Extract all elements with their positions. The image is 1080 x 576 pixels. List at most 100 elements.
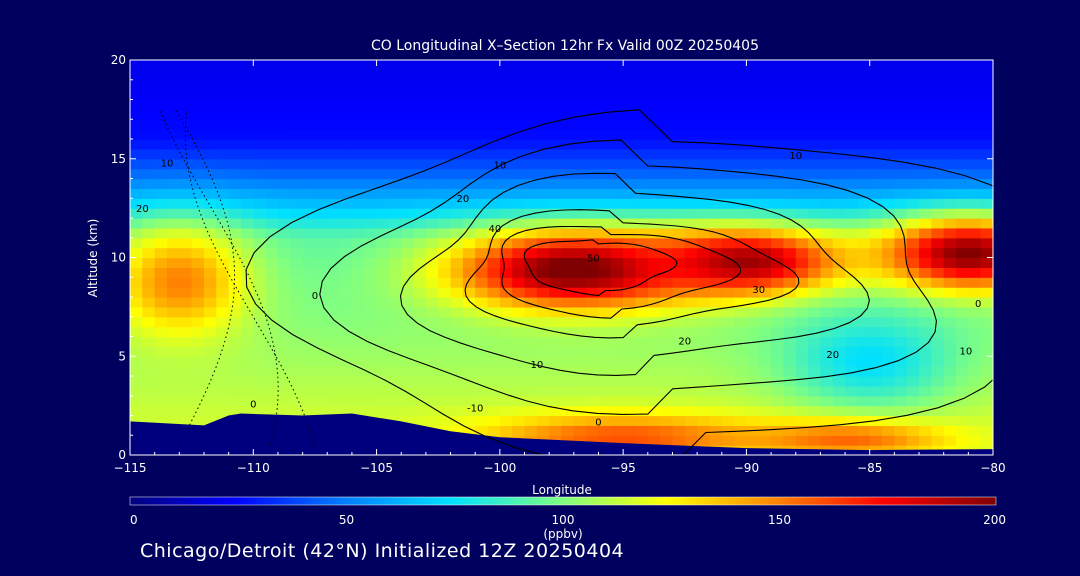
field-cell xyxy=(573,376,587,387)
field-cell xyxy=(130,227,143,239)
field-cell xyxy=(438,336,452,347)
field-cell xyxy=(561,99,575,110)
field-cell xyxy=(783,69,797,81)
field-cell xyxy=(413,247,427,259)
field-cell xyxy=(919,109,932,120)
field-cell xyxy=(216,385,230,397)
field-cell xyxy=(277,99,291,110)
field-cell xyxy=(808,178,821,189)
field-cell xyxy=(882,218,895,229)
field-cell xyxy=(351,139,365,150)
field-cell xyxy=(968,139,982,150)
field-cell xyxy=(931,277,945,288)
field-cell xyxy=(573,297,587,308)
field-cell xyxy=(919,356,932,367)
field-cell xyxy=(339,109,353,120)
field-cell xyxy=(549,376,563,387)
field-cell xyxy=(610,218,624,229)
field-cell xyxy=(203,306,217,318)
field-cell xyxy=(672,89,686,101)
field-cell xyxy=(240,168,254,180)
field-cell xyxy=(771,277,785,288)
field-cell xyxy=(364,178,378,189)
field-cell xyxy=(832,405,846,417)
field-cell xyxy=(684,79,698,91)
field-cell xyxy=(795,237,809,249)
field-cell xyxy=(475,277,489,288)
field-cell xyxy=(783,60,797,71)
field-cell xyxy=(191,405,205,417)
field-cell xyxy=(536,79,550,91)
field-cell xyxy=(364,366,378,377)
field-cell xyxy=(808,168,821,180)
field-cell xyxy=(438,316,452,328)
field-cell xyxy=(956,346,969,357)
field-cell xyxy=(980,89,993,101)
field-cell xyxy=(573,109,587,120)
field-cell xyxy=(956,316,969,328)
field-cell xyxy=(820,376,834,387)
field-cell xyxy=(882,435,895,446)
field-cell xyxy=(549,267,563,278)
field-cell xyxy=(968,287,982,298)
field-cell xyxy=(487,297,501,308)
field-cell xyxy=(635,435,649,446)
field-cell xyxy=(462,198,476,209)
field-cell xyxy=(943,89,957,101)
field-cell xyxy=(154,326,168,338)
field-cell xyxy=(697,316,711,328)
field-cell xyxy=(512,168,526,180)
field-cell xyxy=(771,356,785,367)
field-cell xyxy=(401,385,415,397)
field-cell xyxy=(450,119,464,130)
field-cell xyxy=(142,188,156,199)
field-cell xyxy=(265,267,279,278)
field-cell xyxy=(487,267,501,278)
field-cell xyxy=(561,168,575,180)
field-cell xyxy=(388,109,402,120)
field-cell xyxy=(327,326,341,338)
field-cell xyxy=(746,306,760,318)
field-cell xyxy=(253,89,267,101)
field-cell xyxy=(709,178,723,189)
field-cell xyxy=(857,277,871,288)
field-cell xyxy=(561,316,575,328)
field-cell xyxy=(351,178,365,189)
field-cell xyxy=(845,366,858,377)
field-cell xyxy=(623,168,637,180)
field-cell xyxy=(376,237,390,249)
field-cell xyxy=(524,60,538,71)
field-cell xyxy=(524,405,538,417)
field-cell xyxy=(512,415,526,426)
field-cell xyxy=(832,277,846,288)
field-cell xyxy=(216,139,230,150)
field-cell xyxy=(314,376,328,387)
field-cell xyxy=(228,129,242,140)
field-cell xyxy=(857,346,871,357)
field-cell xyxy=(919,178,932,189)
field-cell xyxy=(265,139,279,150)
field-cell xyxy=(845,129,858,140)
field-cell xyxy=(438,218,452,229)
field-cell xyxy=(561,385,575,397)
field-cell xyxy=(314,247,328,259)
field-cell xyxy=(956,139,969,150)
field-cell xyxy=(647,129,661,140)
field-cell xyxy=(980,395,993,407)
field-cell xyxy=(475,425,489,436)
field-cell xyxy=(376,277,390,288)
field-cell xyxy=(919,425,932,436)
field-cell xyxy=(672,227,686,239)
field-cell xyxy=(154,188,168,199)
field-cell xyxy=(820,385,834,397)
field-cell xyxy=(179,89,193,101)
field-cell xyxy=(265,395,279,407)
field-cell xyxy=(623,109,637,120)
field-cell xyxy=(327,79,341,91)
field-cell xyxy=(931,425,945,436)
field-cell xyxy=(980,336,993,347)
field-cell xyxy=(499,60,513,71)
field-cell xyxy=(635,168,649,180)
field-cell xyxy=(943,119,957,130)
field-cell xyxy=(203,297,217,308)
